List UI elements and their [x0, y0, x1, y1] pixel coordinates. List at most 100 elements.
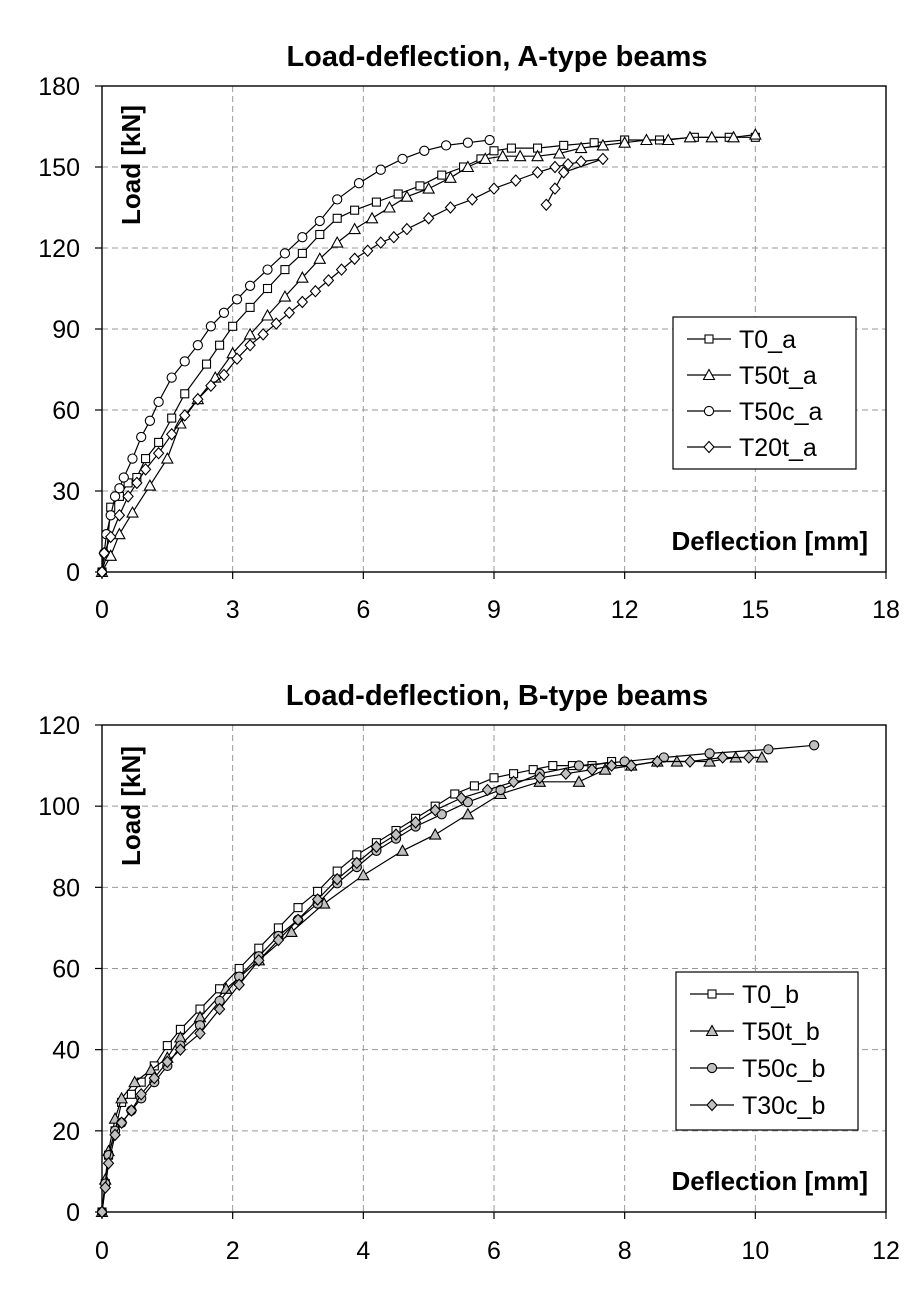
- data-point-T50c_a: [484, 134, 495, 146]
- data-point-T50t_a: [683, 130, 697, 143]
- data-point-T20t_a: [296, 295, 309, 309]
- data-point-T20t_a: [575, 155, 587, 168]
- data-point-T30c_b: [233, 978, 245, 992]
- data-point-T30c_b: [99, 1181, 112, 1194]
- data-point-T20t_a: [152, 446, 165, 460]
- data-point-T30c_b: [194, 1027, 206, 1040]
- data-point-T50c_a: [205, 321, 217, 332]
- data-point-T50t_b: [461, 807, 475, 820]
- data-point-T20t_a: [131, 476, 143, 490]
- series-T0_a: [97, 132, 760, 577]
- data-point-T50t_b: [115, 1091, 129, 1104]
- data-point-T0_a: [559, 140, 569, 150]
- data-point-T50t_b: [356, 868, 370, 881]
- data-point-T30c_b: [370, 840, 383, 854]
- data-point-T50t_a: [295, 271, 309, 283]
- data-point-T50t_a: [261, 308, 274, 321]
- x-tick-label: 9: [487, 596, 501, 624]
- data-point-T30c_b: [651, 755, 664, 768]
- data-point-T20t_a: [540, 198, 553, 212]
- data-point-T20t_a: [139, 463, 152, 476]
- y-tick-label: 90: [52, 316, 80, 344]
- data-point-T0_a: [167, 413, 177, 423]
- data-point-T50t_b: [144, 1063, 158, 1076]
- data-point-T20t_a: [375, 236, 387, 249]
- data-point-T20t_a: [309, 284, 322, 298]
- y-tick-label: 0: [66, 559, 80, 587]
- data-point-T30c_b: [455, 791, 468, 805]
- legend-label-T20t_a: T20t_a: [739, 434, 817, 462]
- data-point-T50c_b: [573, 760, 585, 771]
- data-point-T50t_a: [640, 133, 653, 146]
- data-point-T50c_a: [109, 491, 121, 502]
- data-point-T30c_b: [351, 856, 363, 870]
- data-point-T30c_b: [390, 828, 402, 841]
- data-point-T30c_b: [272, 933, 285, 947]
- x-tick-label: 4: [356, 1237, 370, 1265]
- data-point-T0_a: [215, 340, 225, 350]
- data-point-T50c_a: [166, 372, 177, 383]
- data-point-T50c_a: [397, 153, 408, 165]
- data-point-T20t_a: [348, 252, 361, 266]
- data-point-T30c_b: [102, 1156, 115, 1170]
- data-point-T20t_a: [179, 409, 191, 422]
- data-point-T50t_a: [478, 152, 492, 164]
- legend: T0_a T50t_a T50c_a T20t_a: [672, 316, 857, 470]
- data-point-T50c_a: [192, 340, 203, 351]
- data-point-T0_b: [234, 963, 244, 974]
- data-point-T20t_a: [597, 152, 609, 166]
- legend-label-T0_b: T0_b: [742, 981, 799, 1009]
- data-point-T50c_a: [279, 248, 291, 259]
- series-line-T0_b: [101, 760, 612, 1213]
- data-point-T0_b: [293, 903, 303, 913]
- data-point-T30c_b: [292, 913, 304, 927]
- data-point-T50c_a: [114, 483, 125, 494]
- y-tick-label: 60: [52, 956, 80, 984]
- data-point-T0_a: [297, 248, 307, 258]
- data-point-T50c_a: [353, 178, 365, 189]
- data-point-T0_a: [154, 437, 164, 447]
- data-point-T50c_a: [218, 307, 230, 318]
- data-point-T20t_a: [335, 263, 348, 276]
- data-point-T50c_a: [375, 164, 386, 175]
- data-point-T0_a: [315, 229, 325, 240]
- data-point-T50t_a: [143, 478, 157, 491]
- data-point-T50c_b: [704, 748, 715, 759]
- x-tick-label: 15: [741, 596, 769, 624]
- legend-marker-T30c_b: [706, 1098, 718, 1112]
- y-tick-label: 80: [52, 874, 80, 902]
- data-point-T50c_a: [244, 280, 256, 291]
- data-point-T50c_a: [297, 232, 308, 243]
- data-point-T30c_b: [605, 759, 618, 772]
- data-point-T20t_a: [96, 565, 108, 579]
- data-point-T50c_a: [419, 145, 430, 156]
- series-line-T50t_a: [101, 134, 756, 573]
- data-point-T0_a: [589, 138, 599, 148]
- data-point-T0_a: [245, 302, 255, 312]
- data-point-T0_b: [273, 923, 283, 933]
- data-point-T30c_b: [115, 1116, 128, 1130]
- data-point-T30c_b: [213, 1002, 226, 1016]
- series-T50t_a: [95, 127, 762, 578]
- chart-title: Load-deflection, A-type beams: [286, 41, 707, 73]
- data-point-T0_b: [254, 943, 264, 953]
- data-point-T50c_a: [462, 137, 474, 148]
- data-point-T20t_a: [192, 392, 204, 406]
- data-point-T20t_a: [531, 166, 544, 179]
- data-point-T30c_b: [533, 771, 546, 785]
- data-point-T0_b: [450, 789, 460, 799]
- data-point-T20t_a: [466, 193, 478, 206]
- data-point-T50c_a: [136, 431, 147, 443]
- data-point-T30c_b: [586, 763, 598, 776]
- x-tick-label: 12: [611, 596, 639, 624]
- data-point-T50c_a: [314, 215, 325, 227]
- x-axis-label: Deflection [mm]: [672, 526, 868, 556]
- data-point-T20t_a: [562, 157, 574, 171]
- data-point-T0_a: [489, 146, 499, 156]
- data-point-T30c_b: [560, 767, 572, 781]
- data-point-T0_a: [415, 181, 425, 191]
- data-point-T50t_a: [461, 160, 475, 173]
- data-point-T50t_a: [496, 149, 510, 162]
- data-point-T20t_a: [270, 317, 282, 330]
